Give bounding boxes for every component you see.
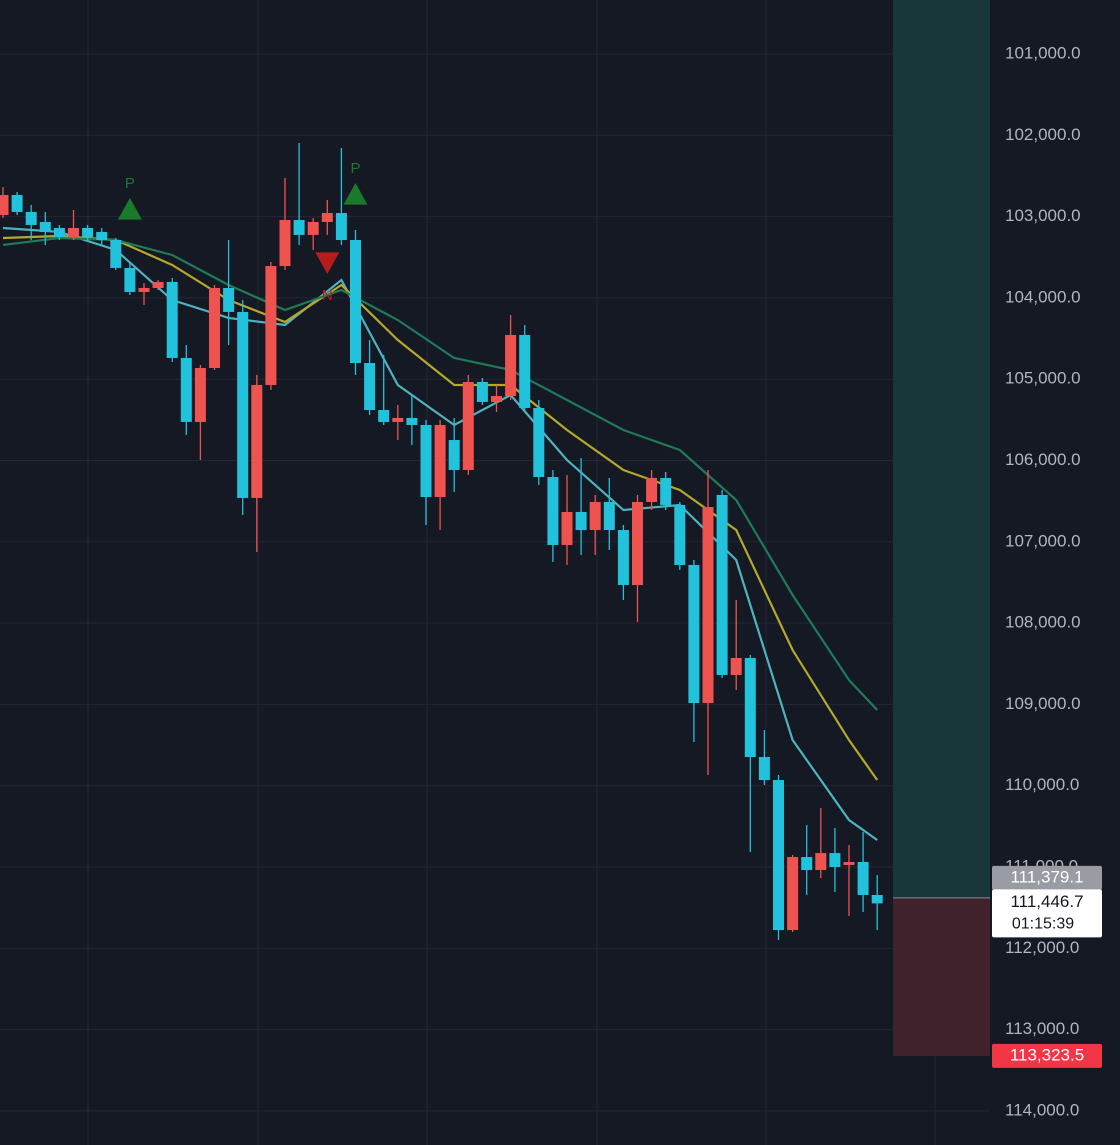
candle-body	[307, 221, 319, 235]
candle-body	[0, 194, 9, 215]
entry-price-label: 111,379.1	[1010, 867, 1083, 886]
candle-body	[829, 853, 841, 868]
y-tick-label: 109,000.0	[1005, 694, 1081, 713]
candle-body	[321, 213, 333, 222]
signal-label: P	[350, 160, 360, 177]
candle-body	[589, 501, 601, 531]
candle-body	[603, 501, 615, 531]
candle-body	[152, 281, 164, 288]
candle-body	[744, 657, 756, 758]
price-axis: 101,000.0 102,000.0 103,000.0 104,000.0 105,…	[992, 43, 1102, 1119]
moving-average	[2, 236, 879, 711]
candle-body	[180, 357, 192, 422]
grid	[0, 0, 990, 1145]
annotations: P N P	[117, 160, 368, 304]
candle-body	[801, 857, 813, 871]
candle-body	[617, 530, 629, 585]
candle-body	[547, 477, 559, 545]
candle-body	[25, 211, 37, 225]
candle-body	[702, 507, 714, 704]
candle-body	[646, 477, 658, 502]
candle-body	[11, 194, 23, 212]
candle-body	[448, 440, 460, 471]
signal-marker	[315, 252, 340, 274]
candle-body	[237, 311, 249, 498]
candle-body	[293, 220, 305, 235]
candles	[0, 143, 883, 941]
stop-price-box	[992, 1043, 1102, 1068]
position-tool	[893, 0, 990, 1056]
candle-body	[350, 240, 361, 364]
candle-body	[406, 417, 418, 425]
candle-body	[674, 504, 686, 565]
signal-marker	[117, 198, 142, 220]
candle-body	[434, 424, 446, 498]
candle-body	[39, 221, 51, 232]
candle-body	[730, 657, 742, 675]
y-tick-label: 104,000.0	[1005, 287, 1081, 306]
entry-price-box	[992, 865, 1102, 890]
candle-body	[758, 757, 770, 781]
candle-body	[857, 861, 869, 895]
candle-body	[223, 287, 235, 312]
candle-body	[420, 424, 432, 498]
countdown-label: 01:15:39	[1012, 916, 1074, 933]
candle-body	[251, 384, 263, 498]
candle-body	[53, 227, 65, 238]
profit-zone	[893, 0, 990, 898]
candle-body	[279, 220, 291, 267]
y-tick-label: 102,000.0	[1005, 125, 1081, 144]
candle-body	[364, 363, 376, 411]
y-tick-label: 103,000.0	[1005, 206, 1081, 225]
candle-body	[138, 287, 150, 292]
last-price-box	[992, 889, 1102, 938]
stop-price-label: 113,323.5	[1010, 1045, 1084, 1064]
y-tick-label: 105,000.0	[1005, 369, 1081, 388]
candle-body	[335, 213, 347, 241]
y-tick-label: 101,000.0	[1005, 43, 1081, 62]
candle-body	[110, 240, 122, 268]
loss-zone	[893, 897, 990, 1056]
candle-body	[688, 564, 700, 704]
candle-body	[660, 477, 672, 505]
candle-body	[519, 334, 531, 408]
y-tick-label: 110,000.0	[1005, 775, 1079, 794]
y-tick-label: 106,000.0	[1005, 450, 1081, 469]
candle-body	[96, 231, 108, 241]
signal-marker	[343, 182, 368, 205]
candle-body	[491, 396, 502, 402]
candle-body	[815, 853, 827, 871]
candle-body	[505, 334, 517, 397]
candle-body	[82, 227, 94, 238]
candle-body	[378, 410, 390, 422]
y-tick-label: 107,000.0	[1005, 531, 1081, 550]
candle-body	[209, 287, 220, 368]
candle-body	[716, 494, 728, 675]
candle-body	[392, 417, 404, 422]
candle-body	[462, 381, 474, 471]
moving-average	[2, 234, 879, 781]
y-tick-label: 108,000.0	[1005, 613, 1081, 632]
y-tick-label: 113,000.0	[1005, 1019, 1079, 1038]
y-tick-label: 114,000.0	[1005, 1100, 1079, 1119]
candle-body	[124, 267, 136, 292]
y-tick-label: 112,000.0	[1005, 938, 1079, 957]
candle-body	[533, 407, 545, 478]
candle-body	[561, 511, 573, 545]
signal-label: P	[125, 175, 135, 192]
candle-body	[166, 281, 178, 358]
candle-body	[575, 511, 587, 531]
candle-body	[68, 227, 79, 238]
candle-body	[871, 894, 883, 904]
candle-body	[843, 861, 855, 865]
last-price-label: 111,446.7	[1010, 892, 1083, 911]
candle-body	[476, 381, 488, 402]
candle-body	[773, 780, 784, 931]
signal-label: N	[322, 287, 333, 304]
candle-body	[265, 266, 277, 385]
candle-body	[194, 367, 206, 422]
candle-body	[632, 501, 643, 585]
candle-body	[787, 857, 799, 931]
